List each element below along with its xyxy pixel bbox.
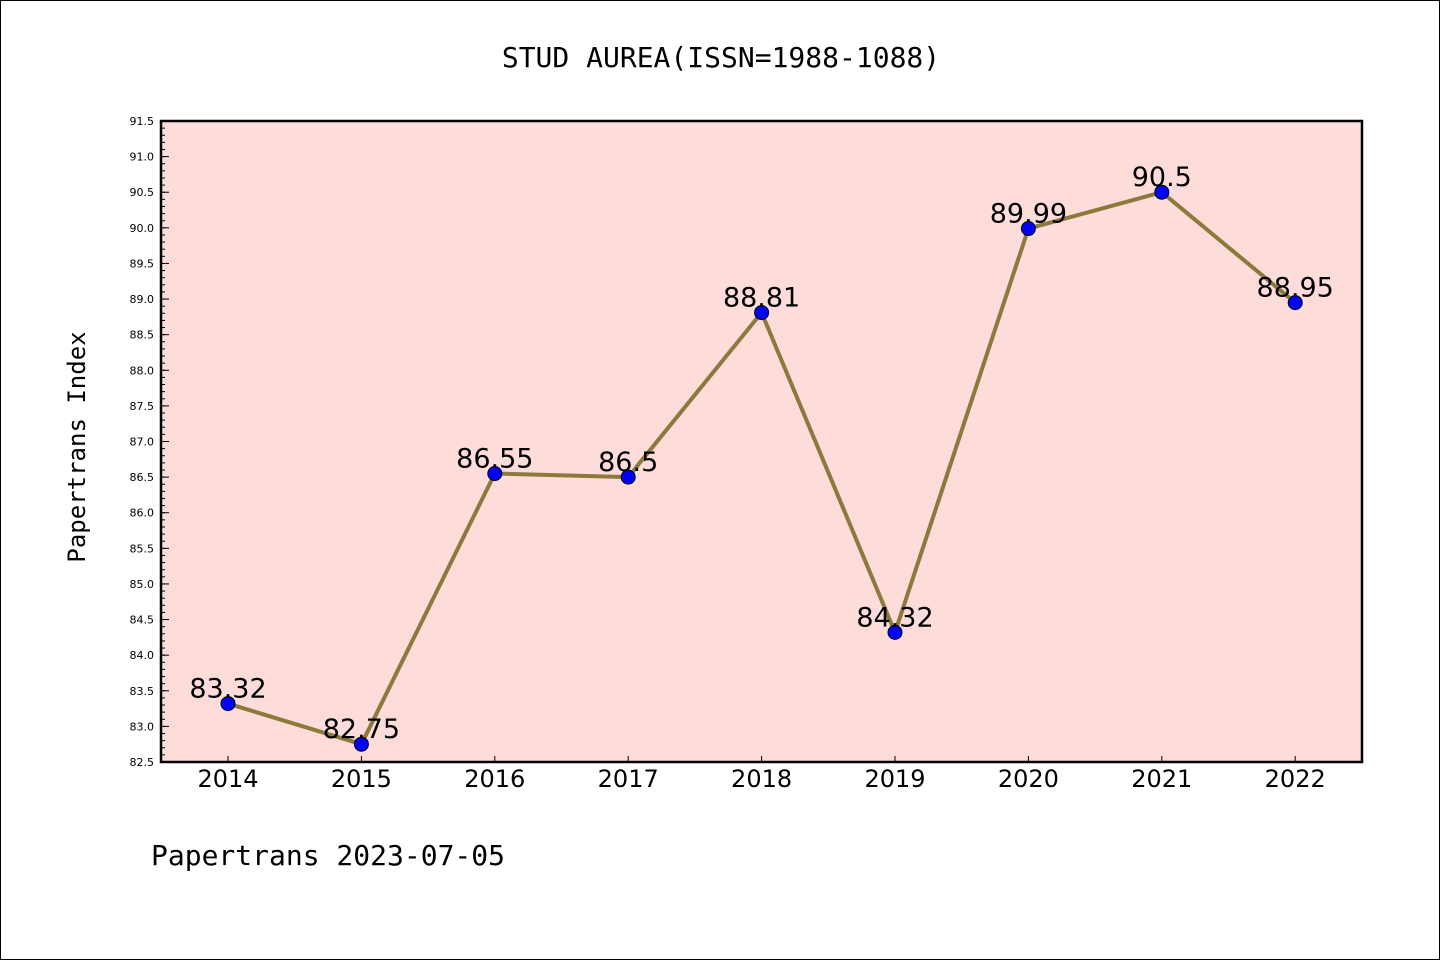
y-tick-label: 83.0 [130,720,155,733]
x-tick-label: 2020 [998,765,1059,793]
x-tick-label: 2019 [864,765,925,793]
data-point-marker [754,305,770,321]
y-axis-label: Papertrans Index [63,331,91,562]
markers-group [220,184,1303,752]
data-point-marker [620,469,636,485]
x-tick-label: 2022 [1265,765,1326,793]
x-tick-label: 2018 [731,765,792,793]
data-point-marker [1287,295,1303,311]
y-tick-label: 90.5 [130,186,155,199]
y-tick-label: 85.5 [130,542,155,555]
data-label: 86.5 [598,447,658,478]
data-point-marker [220,696,236,712]
chart-title: STUD AUREA(ISSN=1988-1088) [502,41,940,74]
y-tick-label: 90.0 [130,222,155,235]
y-tick-label: 87.5 [130,400,155,413]
data-label: 88.81 [723,283,800,314]
y-tick-label: 86.5 [130,471,155,484]
footer-text: Papertrans 2023-07-05 [151,839,505,872]
x-tick-label: 2014 [197,765,258,793]
data-point-marker [887,624,903,640]
data-point-marker [1020,221,1036,237]
y-tick-label: 88.5 [130,329,155,342]
data-labels-group: 83.32 82.75 86.55 86.5 88.81 84.32 89.99 90.5 88… [189,162,1333,745]
y-tick-label: 91.5 [130,115,155,128]
data-point-marker [353,736,369,752]
y-tick-label: 87.0 [130,436,155,449]
data-label: 90.5 [1132,162,1192,193]
data-label: 84.32 [856,602,933,633]
x-tick-label: 2021 [1131,765,1192,793]
data-label: 86.55 [456,444,533,475]
y-tick-label: 83.5 [130,685,155,698]
y-tick-label: 89.0 [130,293,155,306]
y-tick-label: 84.0 [130,649,155,662]
y-tick-label: 85.0 [130,578,155,591]
y-tick-label: 82.5 [130,756,155,769]
data-label: 88.95 [1257,273,1334,304]
x-tick-label: 2015 [331,765,392,793]
x-tick-label: 2016 [464,765,525,793]
data-point-marker [1154,184,1170,200]
data-label: 89.99 [990,199,1067,230]
data-label: 83.32 [189,674,266,705]
x-axis-ticks: 2014 2015 2016 2017 2018 2019 2020 2021 2022 [197,756,1326,793]
plot-area [161,121,1362,762]
y-tick-label: 89.5 [130,257,155,270]
y-tick-label: 91.0 [130,151,155,164]
y-tick-label: 88.0 [130,364,155,377]
data-label: 82.75 [323,714,400,745]
plot-border [159,119,1364,764]
x-tick-label: 2017 [598,765,659,793]
data-point-marker [487,466,503,482]
y-tick-label: 86.0 [130,507,155,520]
y-tick-label: 84.5 [130,614,155,627]
